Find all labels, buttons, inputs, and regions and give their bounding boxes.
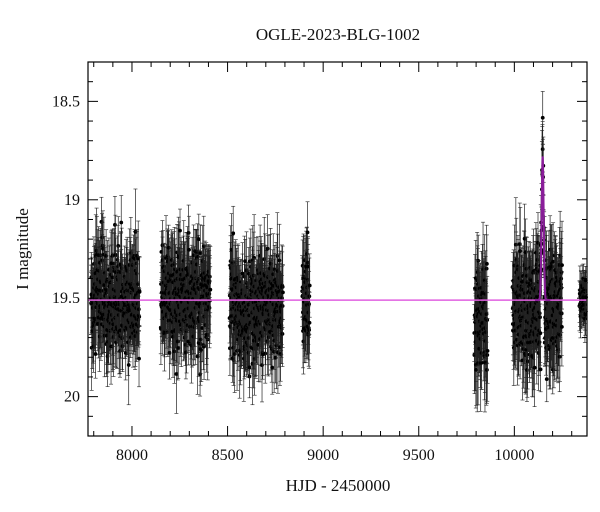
data-point [263, 351, 268, 356]
data-point [113, 222, 117, 227]
data-point [538, 367, 543, 372]
data-point [544, 377, 549, 382]
data-point [518, 249, 523, 253]
data-point [136, 307, 141, 312]
data-point [198, 251, 203, 256]
data-point [517, 242, 522, 247]
data-point [184, 350, 188, 355]
data-point [186, 230, 191, 235]
data-point [270, 365, 275, 370]
data-point [484, 261, 489, 266]
data-point [540, 115, 545, 120]
data-point [538, 331, 543, 336]
data-point [232, 352, 237, 356]
data-point [247, 365, 252, 370]
chart-title: OGLE-2023-BLG-1002 [256, 25, 420, 44]
data-point [277, 258, 282, 263]
data-point [307, 320, 312, 325]
data-point [260, 363, 264, 368]
data-point [474, 367, 479, 372]
data-point [119, 220, 124, 225]
data-point [208, 287, 213, 292]
data-point [305, 230, 310, 235]
data-point [100, 243, 105, 248]
data-point [137, 356, 141, 361]
data-point [307, 283, 312, 288]
data-point [240, 271, 245, 276]
data-point [196, 237, 201, 242]
data-point [175, 339, 180, 344]
data-point [178, 228, 182, 233]
data-point [479, 360, 484, 365]
data-point [532, 365, 537, 370]
data-point [278, 352, 283, 356]
data-point [133, 229, 138, 234]
data-point [137, 290, 142, 294]
data-points-layer [88, 91, 589, 414]
data-point [187, 247, 191, 252]
data-point [476, 258, 481, 263]
data-point [485, 348, 490, 353]
data-point [116, 243, 121, 248]
data-point [252, 255, 257, 260]
data-point [525, 368, 529, 372]
data-point [485, 367, 489, 372]
data-point [265, 246, 270, 251]
data-point [281, 290, 285, 295]
data-point [174, 372, 179, 376]
data-point [484, 312, 489, 316]
data-point [126, 363, 131, 367]
data-point [93, 352, 98, 356]
data-point [231, 231, 236, 236]
data-point [176, 346, 181, 350]
data-point [243, 259, 248, 264]
